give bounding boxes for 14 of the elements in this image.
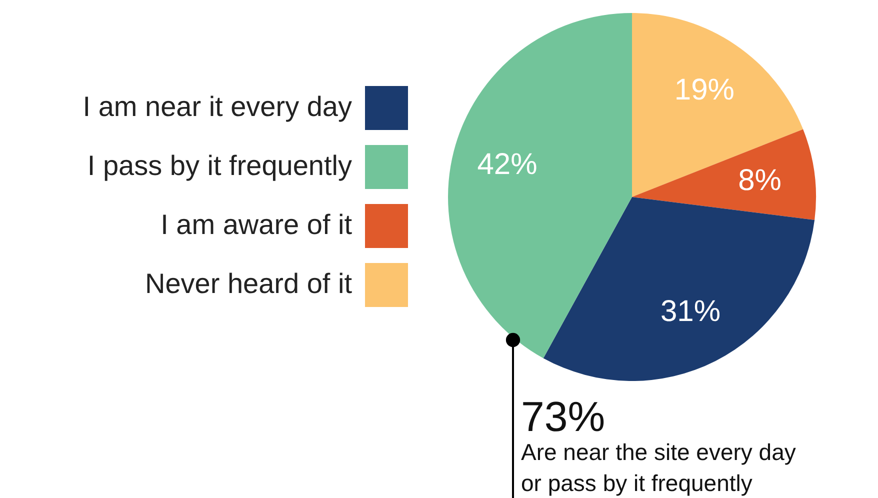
text: 73% [521,393,606,440]
data-label: 42% [477,148,538,181]
data-label: 19% [674,73,734,106]
text: Are near the site every day or pass by it frequently [521,439,796,496]
data-label: 8% [738,164,782,197]
legend-label: I pass by it frequently [87,150,352,181]
legend-label: I am near it every day [82,91,352,122]
pie-slice [543,197,815,381]
pie-slice [448,13,632,358]
legend-label: Never heard of it [145,268,352,299]
pie-slice [632,13,804,197]
data-label: 31% [660,294,720,328]
pie-slice [632,129,816,220]
legend-label: I am aware of it [160,209,352,240]
